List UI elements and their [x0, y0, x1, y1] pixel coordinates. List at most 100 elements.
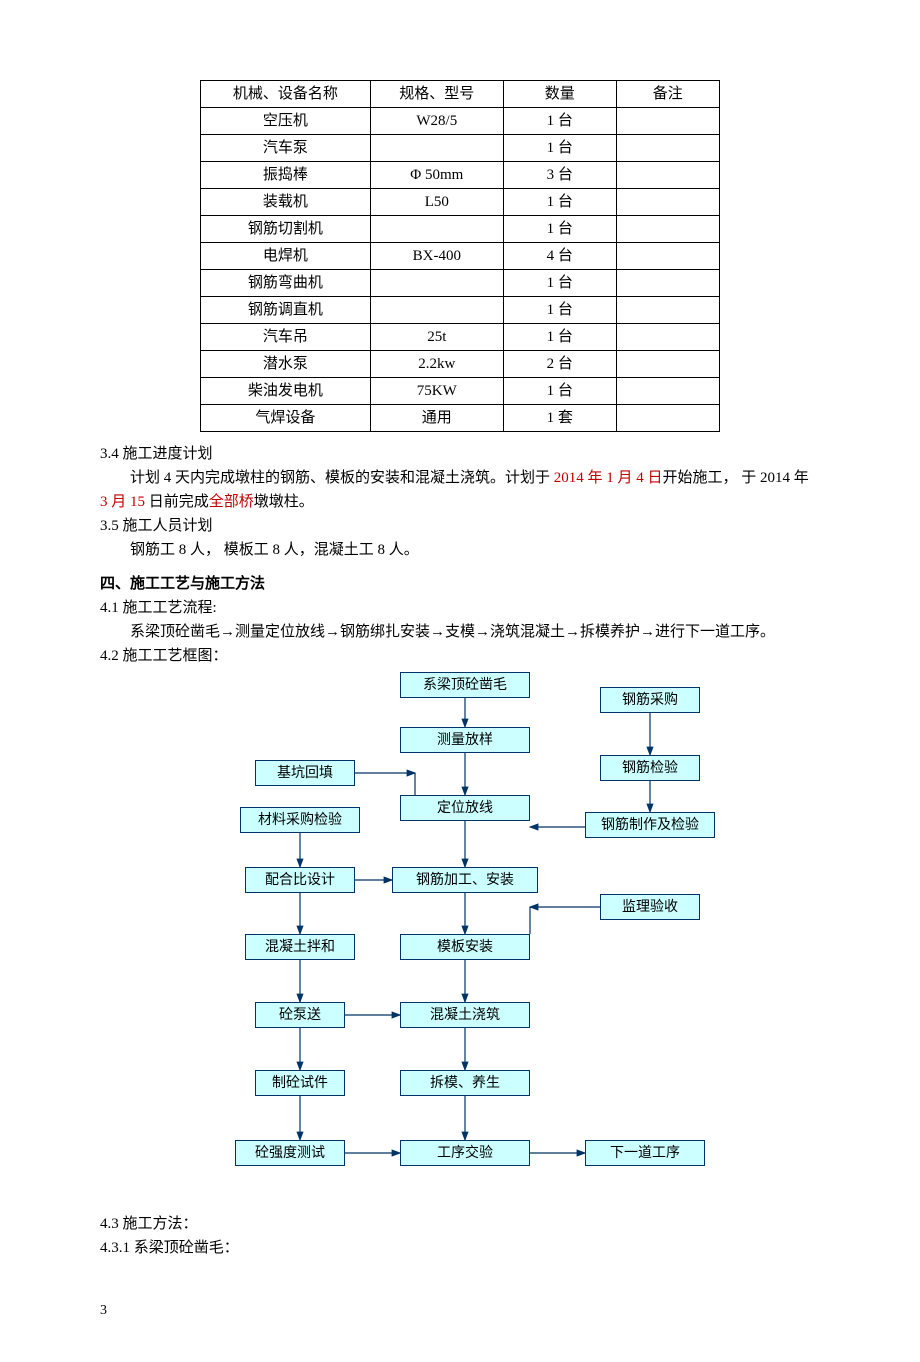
flow-node: 系梁顶砼凿毛 — [400, 672, 530, 698]
table-row: 汽车泵 1 台 — [201, 135, 720, 162]
table-cell: 钢筋调直机 — [201, 297, 371, 324]
table-cell — [616, 378, 719, 405]
section-4-3-1-title: 4.3.1 系梁顶砼凿毛： — [100, 1236, 820, 1260]
table-header: 机械、设备名称 — [201, 81, 371, 108]
table-cell — [616, 216, 719, 243]
flowchart: 系梁顶砼凿毛测量放样基坑回填定位放线 材料采购检验 钢筋采购钢筋检验钢筋制作及检验配… — [160, 672, 760, 1212]
table-cell — [616, 270, 719, 297]
table-cell: 装载机 — [201, 189, 371, 216]
table-cell — [370, 216, 503, 243]
t: 日前完成 — [145, 494, 209, 510]
section-3-5-body: 钢筋工 8 人， 模板工 8 人，混凝土工 8 人。 — [100, 538, 820, 562]
equipment-table: 机械、设备名称规格、型号数量备注 空压机W28/51 台汽车泵1 台振捣棒Φ 5… — [200, 80, 720, 432]
table-cell: 1 套 — [503, 405, 616, 432]
table-row: 气焊设备通用1 套 — [201, 405, 720, 432]
section-4-1-title: 4.1 施工工艺流程: — [100, 596, 820, 620]
table-header: 规格、型号 — [370, 81, 503, 108]
table-cell: 通用 — [370, 405, 503, 432]
table-row: 电焊机BX-4004 台 — [201, 243, 720, 270]
flow-node: 砼泵送 — [255, 1002, 345, 1028]
flow-node: 砼强度测试 — [235, 1140, 345, 1166]
table-row: 钢筋调直机 1 台 — [201, 297, 720, 324]
flow-node: 钢筋检验 — [600, 755, 700, 781]
table-cell: 汽车吊 — [201, 324, 371, 351]
table-cell — [616, 108, 719, 135]
red-3: 全部桥 — [209, 494, 254, 510]
table-cell — [616, 351, 719, 378]
date-2: 3 月 15 — [100, 494, 145, 510]
table-cell: 1 台 — [503, 324, 616, 351]
table-cell: 汽车泵 — [201, 135, 371, 162]
table-row: 柴油发电机75KW1 台 — [201, 378, 720, 405]
section-4-1-body: 系梁顶砼凿毛→测量定位放线→钢筋绑扎安装→支模→浇筑混凝土→拆模养护→进行下一道… — [100, 620, 820, 644]
date-1: 2014 年 1 月 4 日 — [554, 470, 663, 486]
page-number: 3 — [100, 1300, 820, 1322]
table-cell — [616, 297, 719, 324]
flow-node: 基坑回填 — [255, 760, 355, 786]
table-row: 空压机W28/51 台 — [201, 108, 720, 135]
flow-node: 工序交验 — [400, 1140, 530, 1166]
flow-node: 定位放线 — [400, 795, 530, 821]
flow-node: 拆模、养生 — [400, 1070, 530, 1096]
t: 墩墩柱。 — [254, 494, 314, 510]
table-cell — [370, 135, 503, 162]
table-cell: 潜水泵 — [201, 351, 371, 378]
section-3-5-title: 3.5 施工人员计划 — [100, 514, 820, 538]
flow-node: 钢筋加工、安装 — [392, 867, 538, 893]
table-cell: 2.2kw — [370, 351, 503, 378]
flow-node: 材料采购检验 — [240, 807, 360, 833]
table-cell: Φ 50mm — [370, 162, 503, 189]
table-cell: 4 台 — [503, 243, 616, 270]
table-cell — [616, 405, 719, 432]
table-row: 振捣棒Φ 50mm3 台 — [201, 162, 720, 189]
table-cell: 振捣棒 — [201, 162, 371, 189]
table-cell: 钢筋切割机 — [201, 216, 371, 243]
table-cell: 电焊机 — [201, 243, 371, 270]
flow-node: 混凝土拌和 — [245, 934, 355, 960]
flow-node: 模板安装 — [400, 934, 530, 960]
table-row: 潜水泵2.2kw2 台 — [201, 351, 720, 378]
table-cell — [616, 162, 719, 189]
table-row: 钢筋切割机 1 台 — [201, 216, 720, 243]
table-cell — [616, 324, 719, 351]
table-cell — [616, 135, 719, 162]
section-4-3-title: 4.3 施工方法： — [100, 1212, 820, 1236]
table-cell — [616, 243, 719, 270]
table-cell: 1 台 — [503, 189, 616, 216]
section-3-4-body: 计划 4 天内完成墩柱的钢筋、模板的安装和混凝土浇筑。计划于 2014 年 1 … — [100, 466, 820, 514]
table-cell: 1 台 — [503, 378, 616, 405]
table-cell — [370, 297, 503, 324]
flow-node: 钢筋采购 — [600, 687, 700, 713]
table-cell: 1 台 — [503, 297, 616, 324]
table-cell: 柴油发电机 — [201, 378, 371, 405]
flow-node: 监理验收 — [600, 894, 700, 920]
table-row: 钢筋弯曲机1 台 — [201, 270, 720, 297]
flow-node: 制砼试件 — [255, 1070, 345, 1096]
table-cell: 1 台 — [503, 135, 616, 162]
table-cell — [370, 270, 503, 297]
table-cell: 钢筋弯曲机 — [201, 270, 371, 297]
table-row: 汽车吊25t1 台 — [201, 324, 720, 351]
table-cell: 空压机 — [201, 108, 371, 135]
table-cell: 75KW — [370, 378, 503, 405]
flow-node: 混凝土浇筑 — [400, 1002, 530, 1028]
flow-node: 配合比设计 — [245, 867, 355, 893]
table-cell: W28/5 — [370, 108, 503, 135]
table-cell: 3 台 — [503, 162, 616, 189]
table-cell: 气焊设备 — [201, 405, 371, 432]
t: 开始施工， 于 2014 年 — [663, 470, 809, 486]
flow-node: 钢筋制作及检验 — [585, 812, 715, 838]
table-cell: 1 台 — [503, 108, 616, 135]
flow-node: 下一道工序 — [585, 1140, 705, 1166]
table-cell: 1 台 — [503, 216, 616, 243]
section-3-4-title: 3.4 施工进度计划 — [100, 442, 820, 466]
flow-node: 测量放样 — [400, 727, 530, 753]
table-cell — [616, 189, 719, 216]
section-4-2-title: 4.2 施工工艺框图： — [100, 644, 820, 668]
table-cell: 25t — [370, 324, 503, 351]
table-header: 备注 — [616, 81, 719, 108]
t: 计划 4 天内完成墩柱的钢筋、模板的安装和混凝土浇筑。计划于 — [130, 470, 554, 486]
table-cell: L50 — [370, 189, 503, 216]
section-4-heading: 四、施工工艺与施工方法 — [100, 572, 820, 596]
table-row: 装载机L501 台 — [201, 189, 720, 216]
